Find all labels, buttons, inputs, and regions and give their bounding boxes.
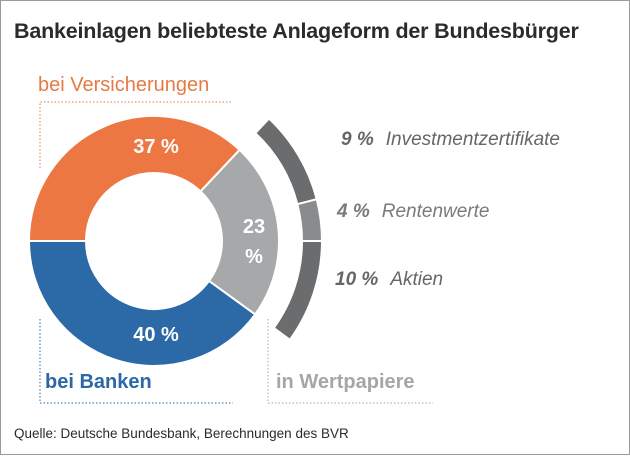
label-wertpapiere-pct-symbol: %	[245, 246, 263, 268]
label-versicherungen-pct: 37 %	[133, 136, 179, 158]
breakdown-pct: 10 %	[335, 269, 379, 290]
source-note: Quelle: Deutsche Bundesbank, Berechnunge…	[14, 426, 349, 441]
label-versicherungen: bei Versicherungen	[38, 74, 210, 96]
donut-slice-bei-banken	[27, 240, 257, 367]
breakdown-pct: 4 %	[337, 201, 370, 222]
label-wertpapiere-pct-number: 23	[243, 216, 265, 238]
leader-banken	[39, 319, 233, 404]
breakdown-item-rentenwerte: 4 % Rentenwerte	[337, 201, 489, 223]
breakdown-name: Investmentzertifikate	[385, 129, 560, 150]
label-banken-pct: 40 %	[133, 324, 179, 346]
breakdown-name: Aktien	[390, 269, 444, 290]
breakdown-name: Rentenwerte	[381, 201, 490, 222]
breakdown-arc-aktien	[272, 240, 324, 342]
donut-slice-bei-versicherungen	[27, 115, 241, 242]
breakdown-arc-rentenwerte	[296, 198, 324, 242]
breakdown-item-investmentzertifikate: 9 % Investmentzertifikate	[341, 129, 560, 151]
label-wertpapiere: in Wertpapiere	[276, 371, 415, 393]
leader-versicherungen	[39, 101, 233, 168]
label-banken: bei Banken	[45, 371, 152, 393]
breakdown-pct: 9 %	[341, 129, 374, 150]
leader-wertpapiere	[267, 319, 433, 404]
chart-title: Bankeinlagen beliebteste Anlageform der …	[14, 19, 579, 43]
donut-slice-in-wertpapiere	[199, 148, 280, 316]
breakdown-item-aktien: 10 % Aktien	[335, 269, 443, 291]
